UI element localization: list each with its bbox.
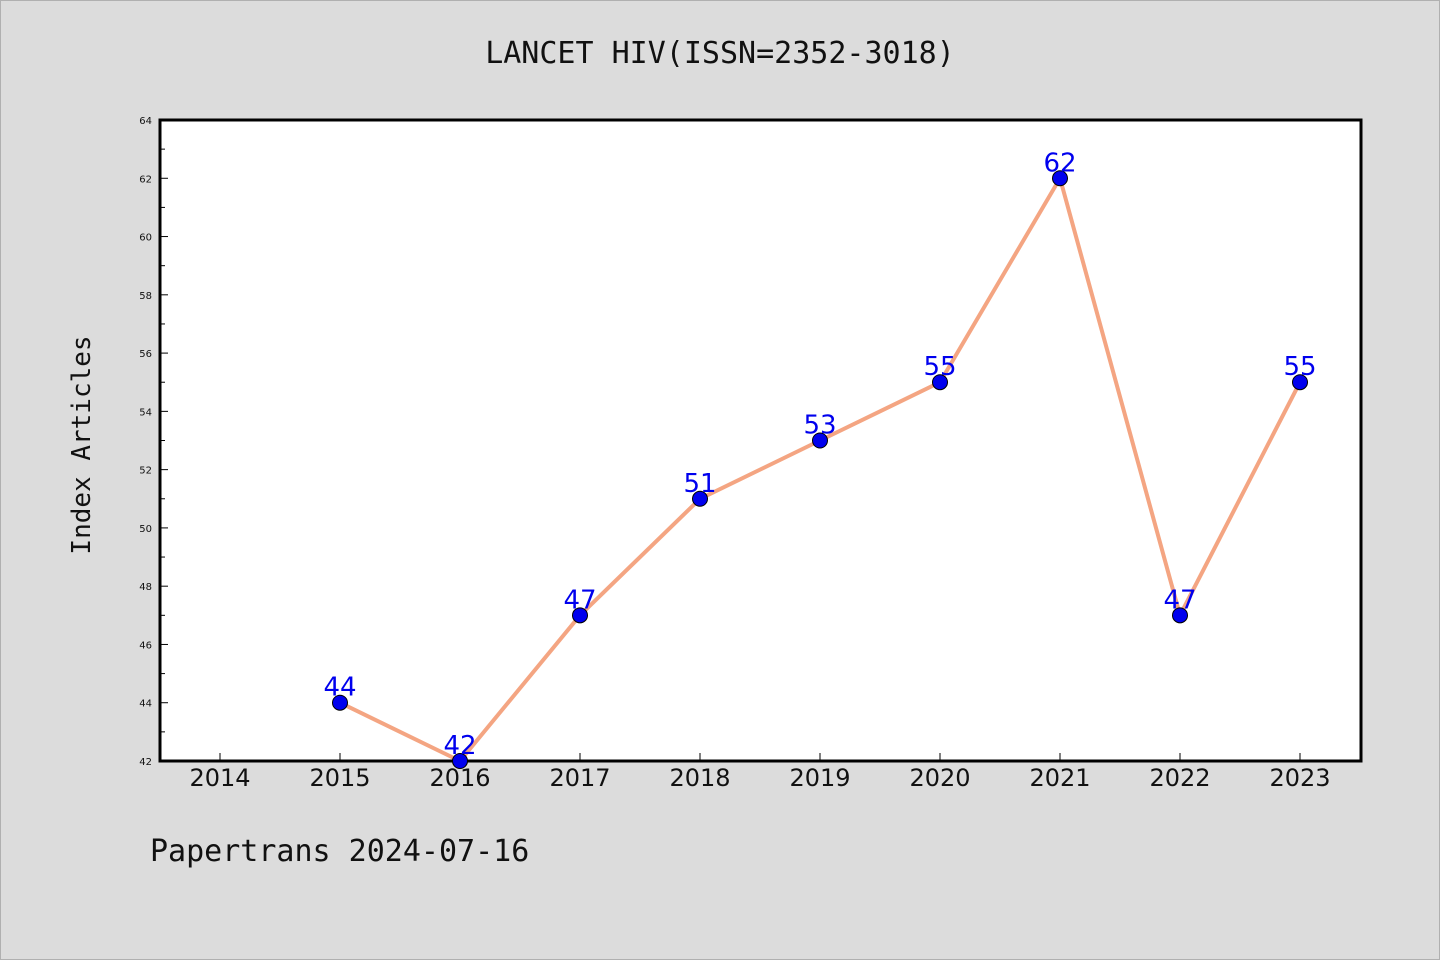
data-label: 53 xyxy=(803,411,836,441)
data-label: 51 xyxy=(683,469,716,499)
y-tick-label: 62 xyxy=(139,174,152,185)
plot-area xyxy=(158,118,1363,763)
data-point xyxy=(1292,374,1308,391)
x-tick-label: 2015 xyxy=(309,764,370,792)
y-tick-label: 54 xyxy=(139,407,152,418)
x-tick-label: 2017 xyxy=(549,764,610,792)
y-tick-label: 50 xyxy=(139,524,152,535)
data-point xyxy=(572,607,588,624)
x-tick-label: 2023 xyxy=(1269,764,1330,792)
y-axis-label: Index Articles xyxy=(67,335,97,554)
data-point xyxy=(332,694,348,711)
series-layer: 44 42 47 51 53 55 62 47 55 xyxy=(323,148,1317,769)
y-tick-label: 52 xyxy=(139,466,152,477)
y-tick-label: 46 xyxy=(139,640,152,651)
y-tick-label: 48 xyxy=(139,582,152,593)
data-label: 47 xyxy=(1163,585,1196,615)
y-tick-label: 60 xyxy=(139,233,152,244)
data-label: 44 xyxy=(323,673,356,703)
data-point xyxy=(932,374,948,391)
data-point xyxy=(1172,607,1188,624)
x-axis-ticks: 2014 2015 2016 2017 2018 2019 2020 2021 2022 2023 xyxy=(189,753,1331,792)
x-tick-label: 2020 xyxy=(909,764,970,792)
data-point xyxy=(692,490,708,507)
data-label: 42 xyxy=(443,731,476,761)
x-tick-label: 2021 xyxy=(1029,764,1090,792)
x-tick-label: 2014 xyxy=(189,764,250,792)
footer-note: Papertrans 2024-07-16 xyxy=(150,834,530,869)
data-label: 55 xyxy=(923,352,956,382)
data-point xyxy=(1052,170,1068,187)
y-tick-label: 58 xyxy=(139,291,152,302)
data-point xyxy=(452,753,468,769)
x-tick-label: 2019 xyxy=(789,764,850,792)
y-tick-label: 44 xyxy=(139,699,152,710)
x-tick-label: 2018 xyxy=(669,764,730,792)
y-tick-label: 64 xyxy=(139,116,152,127)
y-tick-label: 56 xyxy=(139,349,152,360)
y-tick-label: 42 xyxy=(139,757,152,768)
x-tick-label: 2022 xyxy=(1149,764,1210,792)
y-axis-ticks: 42 44 46 48 50 52 54 56 58 60 62 64 xyxy=(139,116,168,768)
chart-title: LANCET HIV(ISSN=2352-3018) xyxy=(485,36,955,71)
data-point xyxy=(812,432,828,449)
data-label: 55 xyxy=(1283,352,1316,382)
data-label: 47 xyxy=(563,585,596,615)
data-label: 62 xyxy=(1043,148,1076,178)
